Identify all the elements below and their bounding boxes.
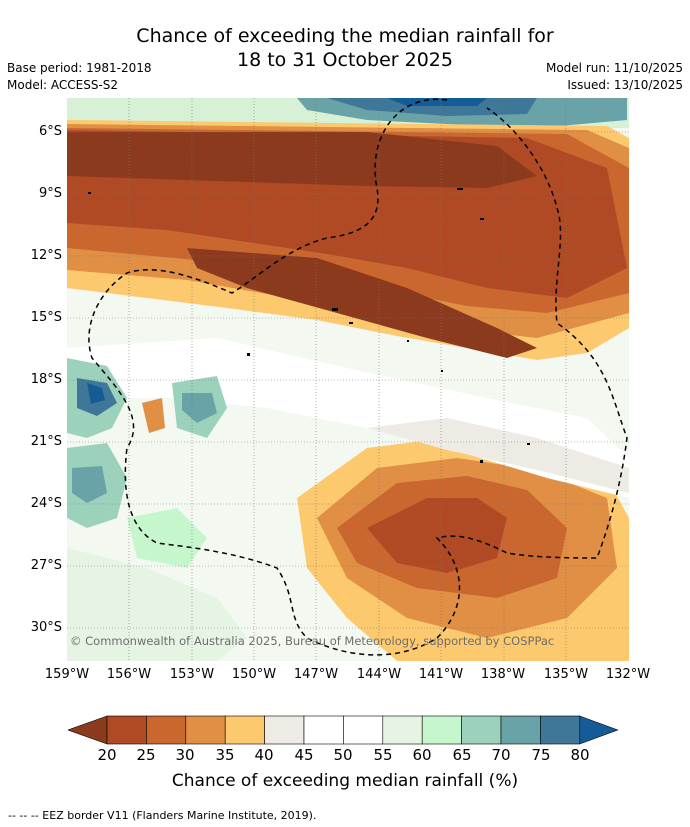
lon-tick-147w: 147°W (293, 667, 339, 682)
colorbar-label-50: 50 (333, 746, 353, 764)
lon-tick-135w: 135°W (543, 667, 589, 682)
lat-tick-18s: 18°S (30, 372, 62, 387)
colorbar-swatch-1 (146, 715, 187, 745)
lon-tick-156w: 156°W (106, 667, 152, 682)
lat-tick-6s: 6°S (38, 124, 62, 139)
colorbar-arrow-low (68, 715, 108, 745)
lat-tick-15s: 15°S (30, 310, 62, 325)
colorbar-swatch-5 (303, 715, 344, 745)
issued-date: Issued: 13/10/2025 (567, 78, 683, 92)
colorbar-swatch-7 (382, 715, 423, 745)
colorbar-swatch-6 (343, 715, 384, 745)
colorbar-label-35: 35 (215, 746, 235, 764)
colorbar-swatch-11 (540, 715, 581, 745)
colorbar-label-75: 75 (531, 746, 551, 764)
lat-tick-30s: 30°S (30, 620, 62, 635)
lat-tick-21s: 21°S (30, 434, 62, 449)
model-run: Model run: 11/10/2025 (545, 61, 683, 75)
lon-tick-153w: 153°W (169, 667, 215, 682)
colorbar-label-60: 60 (412, 746, 432, 764)
lon-tick-132w: 132°W (605, 667, 651, 682)
colorbar-label-40: 40 (254, 746, 274, 764)
colorbar-label-80: 80 (570, 746, 590, 764)
base-period: Base period: 1981-2018 (7, 61, 152, 75)
colorbar-swatch-3 (224, 715, 265, 745)
title-line-1: Chance of exceeding the median rainfall … (136, 25, 554, 47)
lat-tick-27s: 27°S (30, 558, 62, 573)
islands (88, 188, 530, 463)
colorbar-label-55: 55 (373, 746, 393, 764)
eez-border (88, 98, 628, 656)
lon-tick-159w: 159°W (44, 667, 90, 682)
eez-legend: -- -- -- EEZ border V11 (Flanders Marine… (8, 809, 317, 822)
colorbar (68, 715, 619, 745)
colorbar-swatch-10 (500, 715, 541, 745)
title-line-2: 18 to 31 October 2025 (237, 49, 453, 71)
colorbar-arrow-high (579, 715, 619, 745)
lat-tick-9s: 9°S (38, 186, 62, 201)
colorbar-label-20: 20 (97, 746, 117, 764)
colorbar-swatch-9 (461, 715, 502, 745)
lon-tick-138w: 138°W (480, 667, 526, 682)
colorbar-swatch-2 (185, 715, 226, 745)
colorbar-swatch-0 (106, 715, 147, 745)
graticule (67, 98, 629, 661)
rainfall-map (67, 98, 629, 661)
colorbar-label-65: 65 (452, 746, 472, 764)
colorbar-label-45: 45 (294, 746, 314, 764)
colorbar-label-30: 30 (175, 746, 195, 764)
lon-tick-150w: 150°W (231, 667, 277, 682)
colorbar-swatch-4 (264, 715, 305, 745)
copyright-notice: © Commonwealth of Australia 2025, Bureau… (70, 634, 555, 648)
lat-tick-12s: 12°S (30, 248, 62, 263)
colorbar-label-70: 70 (491, 746, 511, 764)
model-name: Model: ACCESS-S2 (7, 78, 119, 92)
colorbar-title: Chance of exceeding median rainfall (%) (171, 771, 519, 791)
lat-tick-24s: 24°S (30, 496, 62, 511)
colorbar-label-25: 25 (136, 746, 156, 764)
lon-tick-141w: 141°W (418, 667, 464, 682)
colorbar-swatch-8 (421, 715, 462, 745)
lon-tick-144w: 144°W (356, 667, 402, 682)
